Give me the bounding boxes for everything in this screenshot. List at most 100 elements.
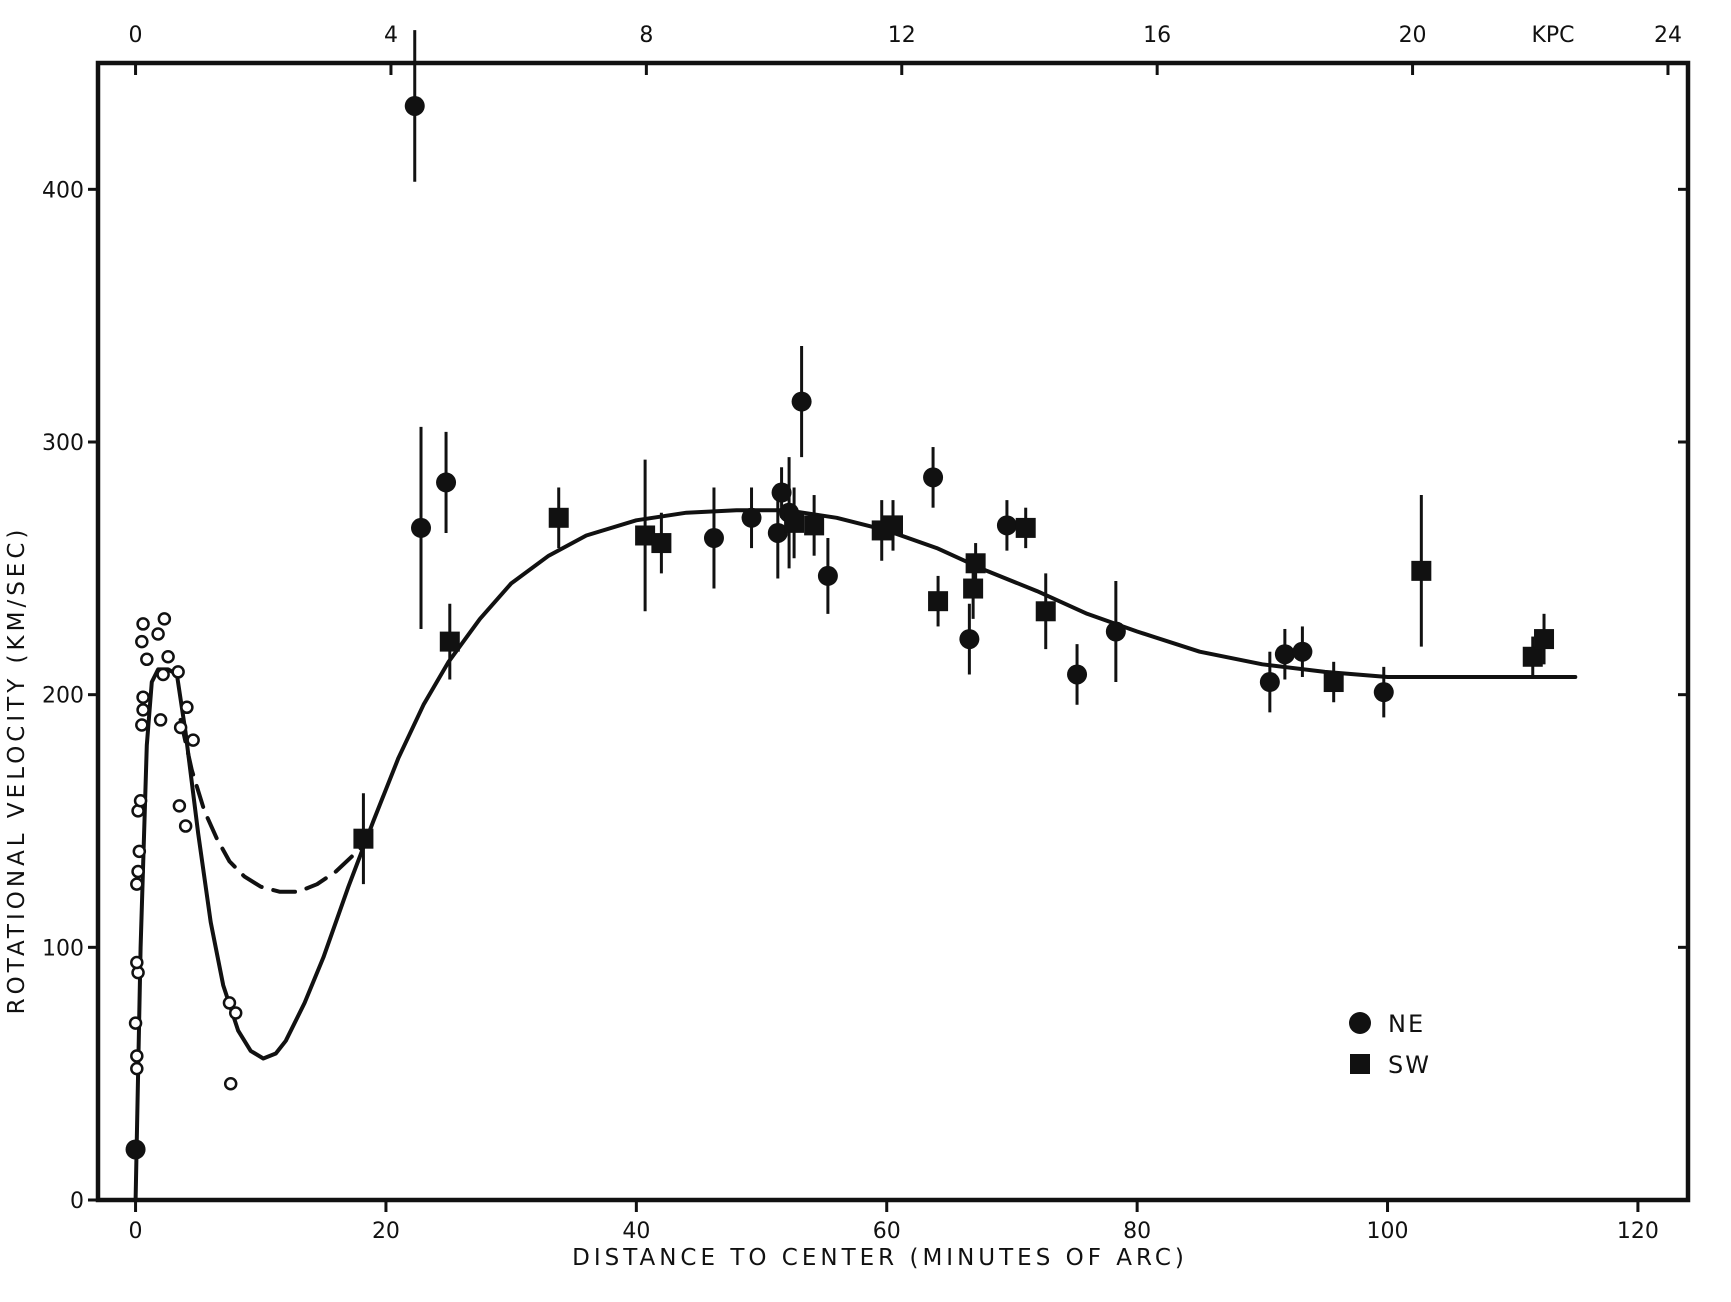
model-curves [133,508,1578,1202]
open-point [171,665,185,679]
open-point [172,799,187,813]
y-tick-label: 0 [70,1189,84,1214]
open-point [180,700,194,715]
x-tick-label: 60 [873,1219,901,1244]
sw-point [651,533,672,554]
legend-marker-sw [1350,1054,1370,1074]
ne-point [1373,682,1394,703]
data-points [125,95,1555,1160]
x-tick-label: 120 [1617,1219,1659,1244]
ne-point [1292,641,1313,662]
open-point [151,627,165,641]
top-axis-unit-label: KPC [1531,23,1574,48]
open-point [157,612,172,626]
open-point [130,1049,144,1063]
sw-point [353,828,374,849]
ne-point [125,1139,146,1160]
top-tick-label: 0 [129,23,143,48]
right-axis [1678,187,1688,1202]
y-tick-label: 400 [42,178,84,203]
open-point [135,718,149,732]
top-axis: 0 4 8 12 16 20 24 [129,23,1682,75]
open-point [222,996,237,1010]
top-tick-label: 24 [1654,23,1682,48]
ne-point [436,472,457,493]
open-point [136,690,150,704]
sw-point [439,631,460,652]
y-axis-title: ROTATIONAL VELOCITY (KM/SEC) [4,526,30,1015]
open-point [131,864,145,879]
y-tick-label: 200 [42,684,84,709]
ne-point [959,629,980,650]
legend-marker-ne [1349,1012,1371,1034]
legend-label: NE [1388,1010,1425,1038]
open-point [186,733,200,747]
y-tick-label: 300 [42,431,84,456]
sw-point [928,591,949,612]
sw-point [548,507,569,528]
open-point [135,634,149,649]
ne-point [996,515,1017,536]
bottom-axis: 0 20 40 60 80 100 120 [129,1200,1659,1244]
ne-point [1259,672,1280,693]
open-point [128,1016,143,1030]
ne-point [741,507,762,528]
top-tick-label: 4 [384,23,398,48]
sw-point [804,515,825,536]
sw-point [1323,672,1344,693]
dashed-model-curve [178,717,373,894]
sw-point [1522,646,1543,667]
sw-point [635,525,656,546]
sw-point [1411,560,1432,581]
x-tick-label: 80 [1123,1219,1151,1244]
ne-point [1105,621,1126,642]
open-point [228,1006,243,1020]
open-point [130,877,144,891]
ne-point [771,482,792,503]
open-point [178,819,193,833]
open-point [140,652,154,667]
open-point [161,650,175,664]
sw-point [883,515,903,536]
open-point [153,713,168,727]
legend: NE SW [1349,1010,1431,1079]
top-tick-label: 8 [639,23,653,48]
open-point [156,667,170,682]
sw-point [965,553,986,574]
top-tick-label: 12 [888,23,916,48]
open-point [223,1077,238,1091]
open-point [133,794,148,808]
error-bars [361,30,1546,885]
open-point [130,1061,144,1076]
ne-point [1274,644,1295,665]
legend-label: SW [1388,1051,1431,1079]
plot-frame [95,60,1691,1203]
ne-point [817,565,838,586]
sw-point [784,512,805,533]
sw-point [963,578,984,599]
x-tick-label: 20 [372,1219,400,1244]
open-point [136,703,150,717]
ne-point [703,528,724,549]
ne-point [767,522,788,543]
open-point [130,955,144,970]
top-tick-label: 20 [1399,23,1427,48]
open-point [136,617,150,631]
x-tick-label: 40 [622,1219,650,1244]
x-tick-label: 100 [1367,1219,1409,1244]
y-tick-label: 100 [42,936,84,961]
x-axis-title: DISTANCE TO CENTER (MINUTES OF ARC) [572,1245,1188,1271]
open-point [173,720,188,735]
ne-point [1067,664,1088,685]
ne-point [404,95,425,116]
top-tick-label: 16 [1143,23,1171,48]
ne-point [923,467,944,488]
left-axis: 0 100 200 300 400 [42,178,98,1214]
open-point [132,844,147,859]
x-tick-label: 0 [129,1219,143,1244]
ne-point [791,391,812,412]
sw-point [1015,517,1036,538]
sw-point [1035,601,1056,622]
